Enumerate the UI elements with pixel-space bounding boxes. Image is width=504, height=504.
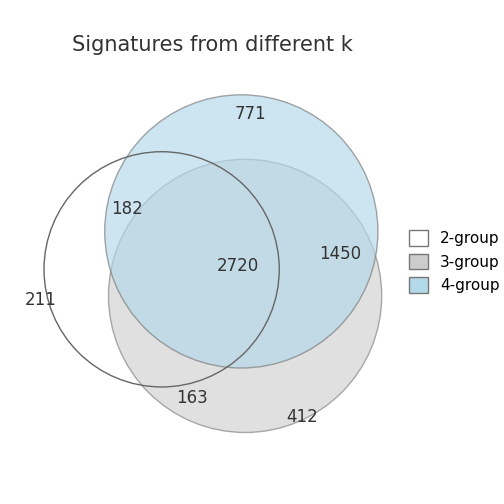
Title: Signatures from different k: Signatures from different k [73,35,353,55]
Text: 182: 182 [111,200,143,218]
Circle shape [105,95,378,368]
Text: 412: 412 [286,408,318,426]
Text: 163: 163 [176,390,208,407]
Text: 771: 771 [235,105,267,123]
Legend: 2-group, 3-group, 4-group: 2-group, 3-group, 4-group [403,224,504,299]
Circle shape [108,159,382,432]
Text: 211: 211 [24,291,56,308]
Text: 1450: 1450 [319,245,361,263]
Text: 2720: 2720 [216,257,259,275]
